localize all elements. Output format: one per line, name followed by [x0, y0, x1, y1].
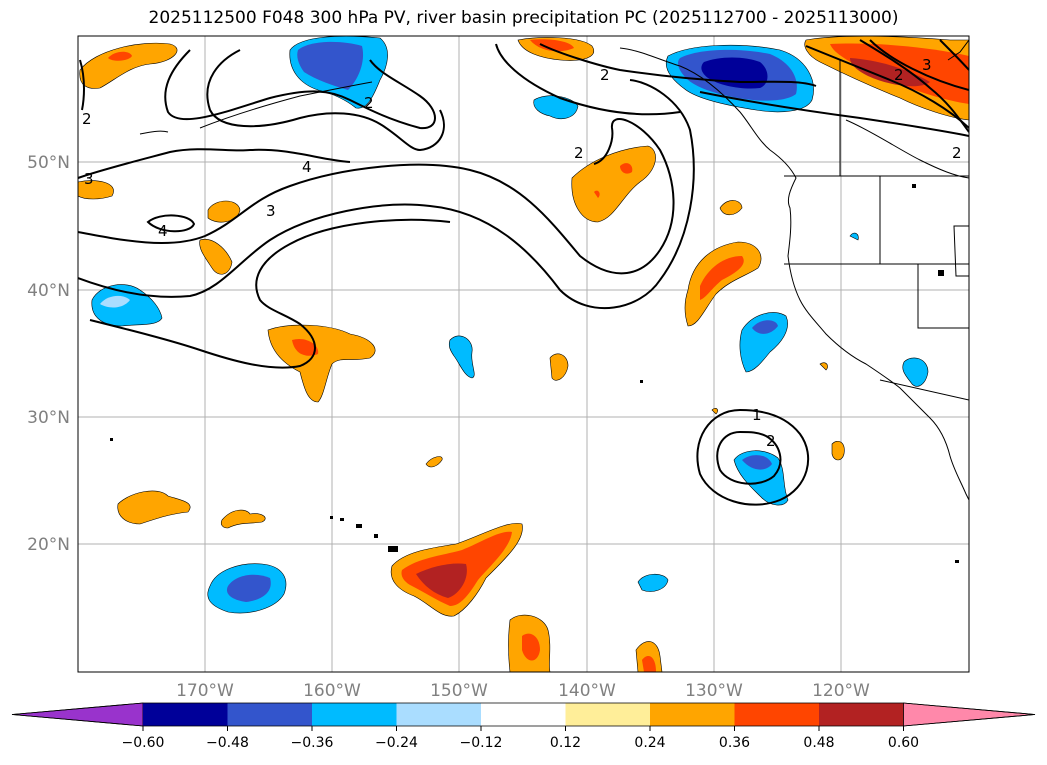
islands — [110, 184, 959, 563]
colorbar-segment — [481, 703, 566, 726]
colorbar-tick-label: 0.36 — [719, 735, 750, 751]
colorbar-tick-label: −0.60 — [122, 735, 165, 751]
contour-label: 2 — [952, 144, 962, 162]
lon-label-130w: 130°W — [685, 681, 743, 701]
coastlines — [139, 39, 969, 501]
contour-label: 2 — [82, 110, 92, 128]
colorbar-segment — [227, 703, 312, 726]
contour-label: 3 — [84, 170, 94, 188]
pv-contours — [78, 39, 969, 506]
contour-label: 2 — [364, 94, 374, 112]
map-title: 2025112500 F048 300 hPa PV, river basin … — [148, 8, 899, 28]
colorbar-segment — [143, 703, 228, 726]
contour-label: 2 — [600, 66, 610, 84]
colorbar-tick-label: 0.60 — [888, 735, 919, 751]
lat-label-30n: 30°N — [27, 408, 70, 428]
lon-label-150w: 150°W — [430, 681, 488, 701]
latitude-labels: 50°N 40°N 30°N 20°N — [27, 153, 70, 555]
contour-label: 3 — [922, 56, 932, 74]
lat-label-50n: 50°N — [27, 153, 70, 173]
lat-label-20n: 20°N — [27, 535, 70, 555]
map-panel: 2 3 4 3 4 2 2 2 3 2 1 2 2 — [78, 36, 969, 672]
contour-label: 4 — [158, 222, 168, 240]
colorbar-tick-label: 0.24 — [634, 735, 665, 751]
negative-precip-areas — [91, 36, 929, 614]
contour-label: 4 — [302, 158, 312, 176]
colorbar-segment — [650, 703, 735, 726]
colorbar-tick-label: −0.24 — [375, 735, 418, 751]
contour-label: 2 — [766, 432, 776, 450]
colorbar-segment — [312, 703, 397, 726]
colorbar-arrow-left — [11, 702, 144, 727]
colorbar-tick-label: −0.12 — [460, 735, 503, 751]
colorbar-tick-label: −0.48 — [206, 735, 249, 751]
colorbar-segment — [734, 703, 819, 726]
longitude-labels: 170°W 160°W 150°W 140°W 130°W 120°W — [176, 681, 870, 701]
colorbar-segment — [565, 703, 650, 726]
colorbar-arrow-right — [903, 702, 1036, 727]
contour-label: 3 — [266, 202, 276, 220]
colorbar-tick-label: −0.36 — [291, 735, 334, 751]
contour-label: 1 — [752, 406, 762, 424]
lon-label-140w: 140°W — [558, 681, 616, 701]
positive-precip-areas — [78, 36, 969, 672]
colorbar-segment — [819, 703, 904, 726]
colorbar-tick-label: 0.12 — [550, 735, 581, 751]
contour-label: 2 — [894, 66, 904, 84]
lat-label-40n: 40°N — [27, 281, 70, 301]
lon-label-160w: 160°W — [303, 681, 361, 701]
colorbar: −0.60 −0.48 −0.36 −0.24 −0.12 0.12 0.24 0.36 0.4… — [11, 702, 1036, 751]
map-frame — [77, 35, 970, 673]
lon-label-120w: 120°W — [812, 681, 870, 701]
colorbar-tick-label: 0.48 — [803, 735, 834, 751]
contour-label: 2 — [574, 144, 584, 162]
lon-label-170w: 170°W — [176, 681, 234, 701]
colorbar-segment — [396, 703, 481, 726]
contour-label-group: 2 3 4 3 4 2 2 2 3 2 1 2 2 — [82, 56, 962, 450]
